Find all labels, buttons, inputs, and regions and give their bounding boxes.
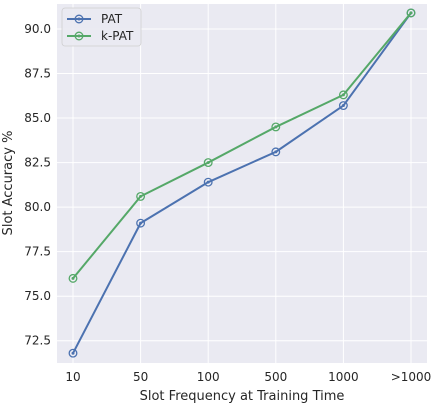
data-point [68,348,78,358]
data-point-center [206,161,210,165]
x-tick-label: 50 [133,370,148,384]
legend-marker [74,31,84,41]
y-tick-label: 87.5 [24,66,51,80]
legend-marker [74,14,84,24]
data-point [136,191,146,201]
data-point [406,8,416,18]
series-layer [68,8,416,358]
plot-background [57,4,427,363]
x-tick-label: 100 [197,370,220,384]
data-point [68,273,78,283]
y-tick-label: 72.5 [24,334,51,348]
series-line [72,12,412,354]
x-axis-label: Slot Frequency at Training Time [140,389,345,404]
y-tick-label: 77.5 [24,245,51,259]
data-point [271,147,281,157]
data-point [338,90,348,100]
series-line [72,12,412,280]
data-point-center [409,11,413,15]
data-point-center [341,104,345,108]
data-point-center [71,276,75,280]
x-tick-label: >1000 [391,370,432,384]
y-tick-label: 90.0 [24,22,51,36]
legend-label: k-PAT [101,29,134,43]
y-tick-label: 82.5 [24,156,51,170]
series-k-pat [68,8,416,283]
legend-marker-center [77,17,81,21]
data-point-center [206,180,210,184]
grid [57,4,427,363]
data-point [338,101,348,111]
legend-marker-center [77,34,81,38]
data-point-center [274,150,278,154]
data-point [203,158,213,168]
legend: PAT k-PAT [61,7,142,47]
data-point-center [139,221,143,225]
data-point-center [139,194,143,198]
legend-label: PAT [101,12,123,26]
y-tick-label: 80.0 [24,200,51,214]
data-point-center [274,125,278,129]
x-tick-labels: 10 50 100 500 1000 >1000 [65,370,431,384]
x-tick-label: 500 [264,370,287,384]
y-tick-label: 75.0 [24,289,51,303]
data-point-center [341,93,345,97]
data-point [271,122,281,132]
x-tick-label: 10 [65,370,80,384]
legend-item: PAT [67,12,123,26]
data-point-center [71,351,75,355]
data-point [136,218,146,228]
legend-item: k-PAT [67,29,134,43]
y-tick-label: 85.0 [24,111,51,125]
data-point [203,177,213,187]
y-tick-labels: 72.5 75.0 77.5 80.0 82.5 85.0 87.5 90.0 [24,22,51,348]
y-axis-label: Slot Accuracy % [1,131,16,236]
x-tick-label: 1000 [328,370,359,384]
